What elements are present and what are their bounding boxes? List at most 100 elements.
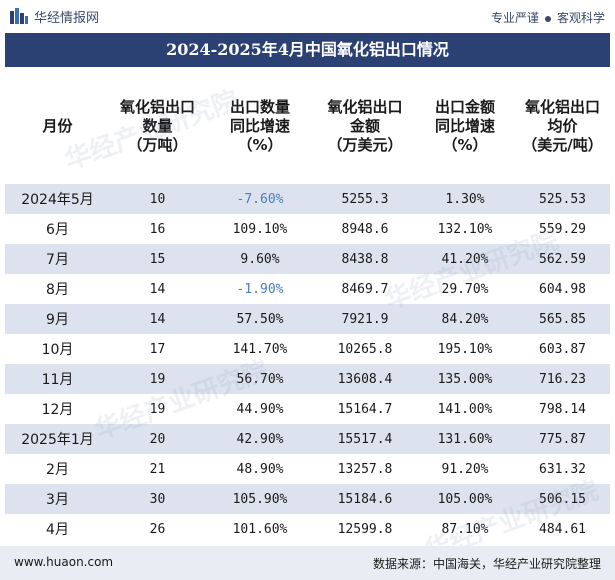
cell-qty: 30 bbox=[110, 484, 205, 514]
column-header-line: 同比增速 bbox=[434, 116, 495, 135]
cell-price: 525.53 bbox=[515, 184, 610, 214]
cell-price: 562.59 bbox=[515, 244, 610, 274]
cell-qty-yoy: 44.90% bbox=[205, 394, 315, 424]
column-header: 氧化铝出口 均价 （美元/吨） bbox=[515, 68, 610, 184]
cell-month: 2024年5月 bbox=[5, 184, 110, 214]
tagline: 专业严谨 客观科学 bbox=[491, 9, 605, 26]
cell-price: 775.87 bbox=[515, 424, 610, 454]
cell-qty: 21 bbox=[110, 454, 205, 484]
cell-amount-yoy: 91.20% bbox=[415, 454, 515, 484]
cell-qty-yoy: 57.50% bbox=[205, 304, 315, 334]
column-header-line: 氧化铝出口 bbox=[524, 97, 600, 116]
cell-amount: 5255.3 bbox=[315, 184, 415, 214]
table-row: 2月 21 48.90% 13257.8 91.20% 631.32 bbox=[5, 454, 610, 484]
cell-qty: 16 bbox=[110, 214, 205, 244]
table-row: 10月 17 141.70% 10265.8 195.10% 603.87 bbox=[5, 334, 610, 364]
column-header: 月份 bbox=[5, 68, 110, 184]
cell-price: 506.15 bbox=[515, 484, 610, 514]
column-header-line: （美元/吨） bbox=[522, 135, 603, 154]
cell-amount-yoy: 41.20% bbox=[415, 244, 515, 274]
cell-qty-yoy: 105.90% bbox=[205, 484, 315, 514]
column-header: 氧化铝出口 金额 （万美元） bbox=[315, 68, 415, 184]
cell-qty: 19 bbox=[110, 364, 205, 394]
table-row: 6月 16 109.10% 8948.6 132.10% 559.29 bbox=[5, 214, 610, 244]
tagline-left: 专业严谨 bbox=[490, 11, 539, 25]
cell-qty-yoy: -1.90% bbox=[205, 274, 315, 304]
cell-qty: 10 bbox=[110, 184, 205, 214]
cell-month: 2025年1月 bbox=[5, 424, 110, 454]
table-row: 2025年1月 20 42.90% 15517.4 131.60% 775.87 bbox=[5, 424, 610, 454]
cell-amount: 12599.8 bbox=[315, 514, 415, 544]
top-bar: 华经情报网 专业严谨 客观科学 bbox=[0, 0, 615, 32]
table-row: 12月 19 44.90% 15164.7 141.00% 798.14 bbox=[5, 394, 610, 424]
column-header-line: 金额 bbox=[349, 116, 380, 135]
cell-qty: 19 bbox=[110, 394, 205, 424]
column-header-line: （%） bbox=[442, 135, 488, 154]
footer: www.huaon.com 数据来源：中国海关，华经产业研究院整理 bbox=[0, 546, 615, 580]
table-row: 8月 14 -1.90% 8469.7 29.70% 604.98 bbox=[5, 274, 610, 304]
cell-amount: 13257.8 bbox=[315, 454, 415, 484]
cell-price: 559.29 bbox=[515, 214, 610, 244]
column-header-line: 数量 bbox=[142, 116, 173, 135]
column-header-line: （万吨） bbox=[127, 135, 188, 154]
column-header-line: 氧化铝出口 bbox=[327, 97, 403, 116]
column-header-line: 月份 bbox=[42, 116, 73, 135]
column-header: 出口金额 同比增速 （%） bbox=[415, 68, 515, 184]
cell-amount-yoy: 105.00% bbox=[415, 484, 515, 514]
cell-amount-yoy: 135.00% bbox=[415, 364, 515, 394]
cell-qty-yoy: 42.90% bbox=[205, 424, 315, 454]
cell-month: 12月 bbox=[5, 394, 110, 424]
separator-dot-icon bbox=[544, 15, 551, 22]
cell-qty-yoy: 109.10% bbox=[205, 214, 315, 244]
cell-qty: 26 bbox=[110, 514, 205, 544]
cell-month: 9月 bbox=[5, 304, 110, 334]
cell-qty-yoy: 141.70% bbox=[205, 334, 315, 364]
cell-amount-yoy: 29.70% bbox=[415, 274, 515, 304]
export-data-table: 月份 氧化铝出口 数量 （万吨） 出口数量 同比增速 （%） 氧化铝出口 金额 （万美元） 出口金额… bbox=[5, 68, 610, 544]
cell-price: 565.85 bbox=[515, 304, 610, 334]
column-header-line: 氧化铝出口 bbox=[119, 97, 195, 116]
cell-qty: 15 bbox=[110, 244, 205, 274]
table-row: 2024年5月 10 -7.60% 5255.3 1.30% 525.53 bbox=[5, 184, 610, 214]
cell-qty: 17 bbox=[110, 334, 205, 364]
cell-month: 11月 bbox=[5, 364, 110, 394]
cell-amount: 8948.6 bbox=[315, 214, 415, 244]
cell-qty: 14 bbox=[110, 304, 205, 334]
column-header-line: （万美元） bbox=[327, 135, 403, 154]
page-title: 2024-2025年4月中国氧化铝出口情况 bbox=[5, 33, 610, 67]
column-header-line: 出口数量 bbox=[229, 97, 290, 116]
cell-month: 8月 bbox=[5, 274, 110, 304]
cell-qty-yoy: -7.60% bbox=[205, 184, 315, 214]
column-header: 出口数量 同比增速 （%） bbox=[205, 68, 315, 184]
table-row: 9月 14 57.50% 7921.9 84.20% 565.85 bbox=[5, 304, 610, 334]
footer-site: www.huaon.com bbox=[14, 555, 114, 569]
column-header-line: 同比增速 bbox=[229, 116, 290, 135]
site-name: 华经情报网 bbox=[34, 11, 100, 26]
cell-month: 6月 bbox=[5, 214, 110, 244]
cell-month: 4月 bbox=[5, 514, 110, 544]
table-row: 4月 26 101.60% 12599.8 87.10% 484.61 bbox=[5, 514, 610, 544]
cell-qty-yoy: 56.70% bbox=[205, 364, 315, 394]
tagline-right: 客观科学 bbox=[556, 11, 605, 25]
cell-price: 604.98 bbox=[515, 274, 610, 304]
column-header-line: 出口金额 bbox=[434, 97, 495, 116]
table-row: 3月 30 105.90% 15184.6 105.00% 506.15 bbox=[5, 484, 610, 514]
cell-qty-yoy: 101.60% bbox=[205, 514, 315, 544]
cell-amount: 7921.9 bbox=[315, 304, 415, 334]
cell-qty-yoy: 48.90% bbox=[205, 454, 315, 484]
cell-qty-yoy: 9.60% bbox=[205, 244, 315, 274]
table-row: 7月 15 9.60% 8438.8 41.20% 562.59 bbox=[5, 244, 610, 274]
cell-amount-yoy: 141.00% bbox=[415, 394, 515, 424]
table-row: 11月 19 56.70% 13608.4 135.00% 716.23 bbox=[5, 364, 610, 394]
cell-month: 10月 bbox=[5, 334, 110, 364]
cell-amount-yoy: 131.60% bbox=[415, 424, 515, 454]
table-body: 2024年5月 10 -7.60% 5255.3 1.30% 525.53 6月 16 109.… bbox=[5, 184, 610, 544]
cell-amount: 15517.4 bbox=[315, 424, 415, 454]
column-header-line: （%） bbox=[237, 135, 283, 154]
cell-month: 7月 bbox=[5, 244, 110, 274]
cell-qty: 14 bbox=[110, 274, 205, 304]
cell-amount: 13608.4 bbox=[315, 364, 415, 394]
cell-price: 631.32 bbox=[515, 454, 610, 484]
cell-amount-yoy: 84.20% bbox=[415, 304, 515, 334]
cell-month: 3月 bbox=[5, 484, 110, 514]
